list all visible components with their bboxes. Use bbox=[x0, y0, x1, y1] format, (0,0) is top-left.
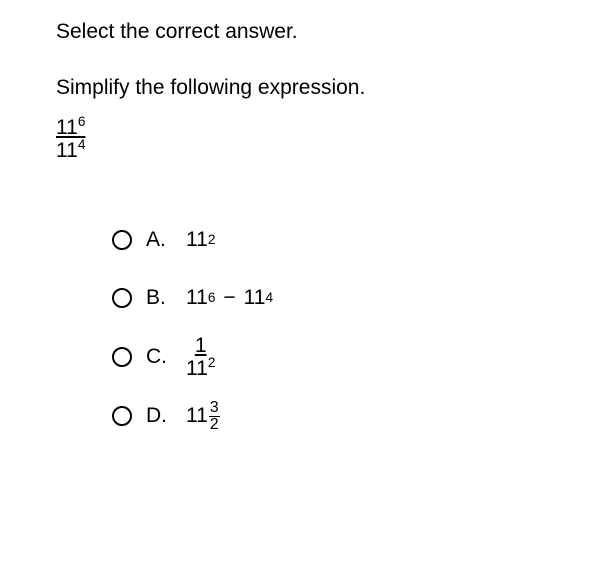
option-c-den-exp: 2 bbox=[208, 355, 216, 370]
option-a-letter: A. bbox=[146, 228, 186, 252]
options-list: A. 112 B. 116 − 114 C. 1 112 D. 1132 bbox=[56, 218, 592, 438]
option-c-letter: C. bbox=[146, 345, 186, 369]
prompt-text: Simplify the following expression. bbox=[56, 76, 592, 100]
option-b-value: 116 − 114 bbox=[186, 286, 273, 310]
numerator-base: 11 bbox=[56, 116, 78, 139]
option-d-base: 11 bbox=[186, 404, 208, 428]
option-a-base: 11 bbox=[186, 228, 208, 252]
radio-b[interactable] bbox=[112, 288, 132, 308]
option-c-den-base: 11 bbox=[186, 357, 208, 380]
option-d-exp-frac: 32 bbox=[209, 400, 220, 433]
option-b-base1: 11 bbox=[186, 286, 208, 310]
option-b-letter: B. bbox=[146, 286, 186, 310]
option-a[interactable]: A. 112 bbox=[112, 218, 592, 262]
radio-d[interactable] bbox=[112, 406, 132, 426]
denominator-base: 11 bbox=[56, 139, 78, 162]
option-c[interactable]: C. 1 112 bbox=[112, 334, 592, 380]
denominator-exp: 4 bbox=[78, 137, 86, 152]
option-b-base2: 11 bbox=[244, 286, 266, 310]
instruction-text: Select the correct answer. bbox=[56, 20, 592, 44]
option-d-letter: D. bbox=[146, 404, 186, 428]
radio-a[interactable] bbox=[112, 230, 132, 250]
radio-c[interactable] bbox=[112, 347, 132, 367]
option-b-operator: − bbox=[223, 286, 235, 310]
numerator-exp: 6 bbox=[78, 114, 86, 129]
option-d-value: 1132 bbox=[186, 400, 220, 433]
option-c-value: 1 112 bbox=[186, 334, 215, 380]
option-c-numerator: 1 bbox=[186, 334, 215, 357]
main-expression: 116 114 bbox=[56, 116, 592, 162]
option-d[interactable]: D. 1132 bbox=[112, 394, 592, 438]
option-a-value: 112 bbox=[186, 228, 215, 252]
option-b[interactable]: B. 116 − 114 bbox=[112, 276, 592, 320]
